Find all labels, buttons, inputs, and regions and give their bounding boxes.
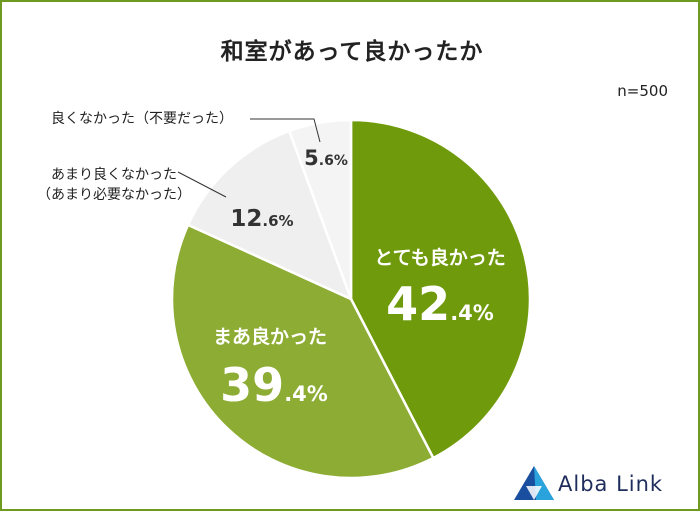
leader-line-4 bbox=[250, 118, 321, 143]
slice-value-3: 12.6% bbox=[230, 206, 293, 232]
slice-label-4: 良くなかった（不要だった） bbox=[51, 111, 233, 127]
slice-label-2: まあ良かった bbox=[213, 325, 327, 348]
slice-label-3: あまり良くなかった（あまり必要なかった） bbox=[37, 167, 191, 203]
slice-label-1: とても良かった bbox=[374, 246, 505, 269]
leader-line-3 bbox=[177, 171, 227, 198]
brand-logo: Alba Link bbox=[512, 464, 692, 504]
brand-name: Alba Link bbox=[558, 472, 664, 496]
pie-slice-4 bbox=[287, 118, 353, 300]
pie-slice-1 bbox=[349, 118, 532, 460]
pie-slice-2 bbox=[170, 223, 435, 480]
chart-title: 和室があって良かったか bbox=[220, 39, 484, 65]
brand-mark-icon bbox=[514, 466, 554, 500]
slice-value-2: 39.4% bbox=[220, 358, 328, 412]
slice-value-4: 5.6% bbox=[304, 146, 348, 170]
slice-value-1: 42.4% bbox=[386, 277, 494, 331]
pie-slice-3 bbox=[186, 129, 354, 302]
sample-size: n=500 bbox=[617, 82, 668, 100]
